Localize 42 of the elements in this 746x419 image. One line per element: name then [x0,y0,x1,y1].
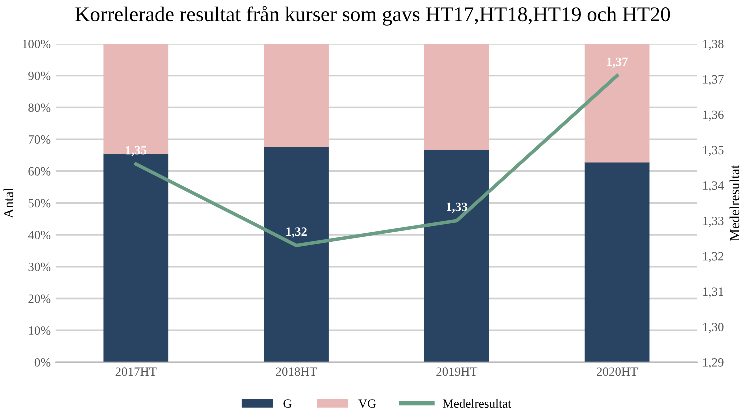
y2-tick-label: 1,37 [703,75,724,86]
data-label: 1,33 [446,202,468,214]
bar [424,149,490,362]
bar [264,44,329,148]
bar [584,162,650,362]
bar [584,44,650,163]
y-axis-title: Antal [4,188,14,219]
legend-label: Medelresultat [443,399,512,408]
bar [104,44,169,155]
y2-tick-label: 1,36 [703,110,724,122]
y-tick-label: 90% [28,72,51,80]
y2-tick-label: 1,34 [703,182,724,192]
y-tick-label: 40% [28,231,51,240]
y2-axis-title: Medelresultat [730,165,740,241]
y-tick-label: 60% [28,167,51,176]
chart-title: Korrelerade resultat från kurser som gavs HT17,HT18,HT19 och HT20 [76,6,670,26]
y-tick-label: 100% [23,40,51,48]
data-label: 1,32 [286,228,307,238]
bar [264,146,329,362]
legend-label: VG [358,400,376,408]
y-tick-label: 10% [29,326,51,336]
data-label: 1,35 [126,146,147,157]
y-tick-label: 20% [28,294,51,304]
bar [424,44,490,150]
y-tick-label: 70% [29,136,51,144]
x-tick-label: 2020HT [597,368,638,376]
legend-label: G [284,400,292,408]
x-tick-label: 2019HT [436,368,478,376]
y2-tick-label: 1,35 [703,146,724,156]
y2-tick-label: 1,38 [703,40,724,50]
y2-tick-label: 1,29 [703,358,724,369]
y-tick-label: 30% [28,262,51,272]
y2-tick-label: 1,33 [703,216,724,228]
y-tick-label: 50% [28,199,51,208]
data-label: 1,37 [607,58,628,68]
y2-tick-label: 1,30 [703,323,724,334]
x-tick-label: 2017HT [116,368,157,376]
x-tick-label: 2018HT [276,368,318,376]
y2-tick-label: 1,32 [703,252,724,263]
y2-tick-label: 1,31 [703,288,724,298]
y-tick-label: 0% [34,358,51,367]
y-tick-label: 80% [28,104,51,112]
